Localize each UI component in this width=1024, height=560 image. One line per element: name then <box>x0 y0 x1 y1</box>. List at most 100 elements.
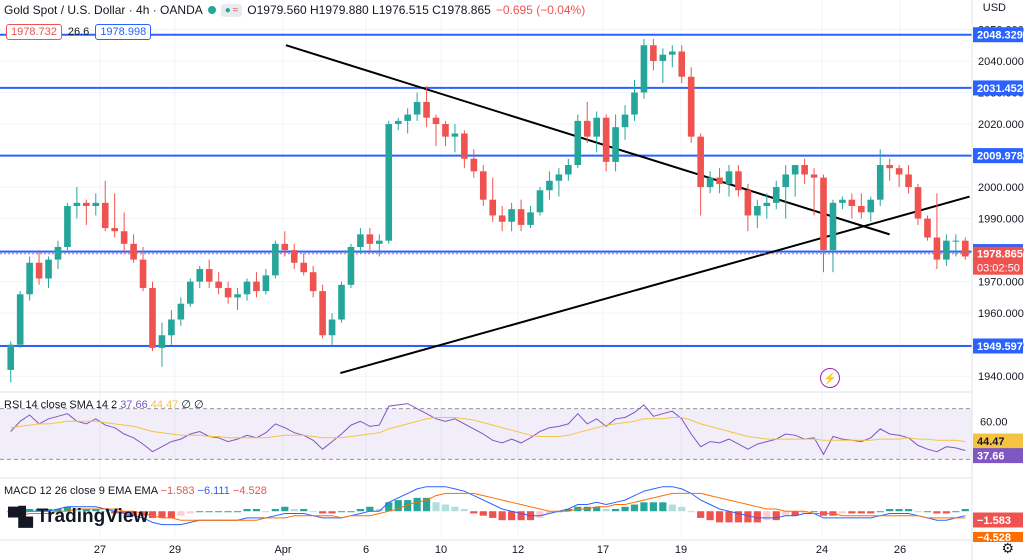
candle-body <box>281 243 289 251</box>
candle-body <box>120 231 128 244</box>
y-tick-label: 1970.000 <box>978 277 1024 289</box>
candle-body <box>565 165 572 175</box>
macd-hist-bar <box>470 511 478 514</box>
macd-name[interactable]: MACD 12 26 close 9 EMA EMA <box>4 485 158 497</box>
macd-hist-value: −1.583 <box>160 485 195 497</box>
brand-name: TradingView <box>36 506 149 527</box>
y-tick-label: 2040.000 <box>978 56 1024 68</box>
macd-hist-bar <box>16 509 24 512</box>
candle-body <box>810 174 818 178</box>
candle-body <box>319 291 326 336</box>
macd-hist-bar <box>678 506 686 512</box>
macd-hist-bar <box>621 506 629 512</box>
macd-hist-bar <box>914 511 922 513</box>
rsi-bands-value: ∅ ∅ <box>181 399 204 411</box>
tv-logo-icon: ▀▙ <box>8 506 33 527</box>
buy-price[interactable]: 1978.998 <box>95 24 152 40</box>
macd-hist-bar <box>715 511 724 523</box>
candle-body <box>470 158 478 172</box>
flags-icon[interactable]: ● ≈ <box>220 3 243 17</box>
sell-price[interactable]: 1978.732 <box>6 24 62 40</box>
candle-body <box>423 101 430 118</box>
candle-body <box>914 187 922 219</box>
candle-body <box>612 127 619 162</box>
macd-hist-bar <box>734 511 743 523</box>
candle-body <box>186 281 194 304</box>
macd-hist-bar <box>697 511 705 518</box>
candle-body <box>461 133 468 159</box>
macd-hist-bar <box>224 511 232 513</box>
symbol-title[interactable]: Gold Spot / U.S. Dollar · 4h · OANDA <box>4 3 203 17</box>
macd-hist-bar <box>177 511 185 516</box>
macd-hist-bar <box>35 509 43 512</box>
macd-hist-bar <box>479 511 487 516</box>
candle-body <box>26 262 33 295</box>
macd-signal-tag: −4.528 <box>977 532 1011 544</box>
candle-body <box>479 171 487 200</box>
macd-hist-bar <box>167 511 175 518</box>
candle-body <box>413 101 421 115</box>
candle-body <box>442 124 449 137</box>
lightning-icon[interactable]: ⚡ <box>820 368 840 388</box>
candle-body <box>83 202 90 206</box>
rsi-tick-label: 60.00 <box>980 416 1008 428</box>
x-tick-label: 10 <box>435 544 447 556</box>
level-price-tag: 1949.597 <box>977 341 1023 353</box>
grid <box>0 0 972 538</box>
x-tick-label: 26 <box>894 544 906 556</box>
candle-body <box>385 124 393 241</box>
macd-hist-bar <box>158 511 166 518</box>
macd-hist-bar <box>441 504 450 512</box>
candle-body <box>536 190 544 213</box>
candle-body <box>130 243 137 260</box>
macd-line <box>10 486 966 526</box>
macd-hist-bar <box>252 509 261 512</box>
candle-body <box>791 165 799 175</box>
macd-hist-bar <box>148 511 157 518</box>
macd-hist-bar <box>451 506 459 512</box>
candle-body <box>338 284 345 320</box>
macd-hist-bar <box>366 506 374 512</box>
x-tick-label: 17 <box>597 544 609 556</box>
macd-hist-bar <box>432 502 440 512</box>
level-price-tag: 2031.452 <box>977 83 1023 95</box>
macd-hist-bar <box>82 509 90 512</box>
macd-hist-bar <box>772 511 780 521</box>
x-tick-label: 6 <box>363 544 369 556</box>
candle-body <box>205 269 213 282</box>
candle-body <box>858 206 865 213</box>
candle-body <box>92 202 100 206</box>
gear-icon[interactable]: ⚙ <box>1001 540 1014 556</box>
macd-hist-bar <box>593 506 601 512</box>
candle-body <box>177 303 185 320</box>
candle-body <box>735 171 742 191</box>
level-price-tag: 2048.329 <box>977 30 1023 42</box>
tradingview-logo: ▀▙ TradingView <box>8 506 148 528</box>
candle-body <box>158 335 166 348</box>
candle-body <box>309 272 317 292</box>
candle-body <box>272 243 279 276</box>
macd-hist-bar <box>347 511 355 513</box>
macd-hist-bar <box>422 497 431 512</box>
candle-body <box>300 262 308 273</box>
macd-hist-bar <box>26 509 34 512</box>
macd-legend: MACD 12 26 close 9 EMA EMA −1.583 −6.111… <box>4 485 267 497</box>
macd-hist-bar <box>120 511 128 514</box>
candle-body <box>432 117 440 125</box>
macd-hist-bar <box>659 502 667 512</box>
candle-body <box>772 187 780 203</box>
macd-hist-bar <box>205 511 213 513</box>
macd-hist-bar <box>668 504 676 512</box>
candle-body <box>782 174 790 188</box>
candle-body <box>35 262 43 279</box>
macd-hist-bar <box>375 509 383 512</box>
macd-hist-bar <box>309 511 317 513</box>
macd-hist-bar <box>300 509 308 512</box>
candle-body <box>763 202 771 206</box>
currency-label[interactable]: USD <box>982 2 1006 14</box>
rsi-name[interactable]: RSI 14 close SMA 14 2 <box>4 399 118 411</box>
market-open-dot <box>207 6 216 14</box>
candle-body <box>498 215 506 222</box>
macd-hist-bar <box>215 511 223 513</box>
